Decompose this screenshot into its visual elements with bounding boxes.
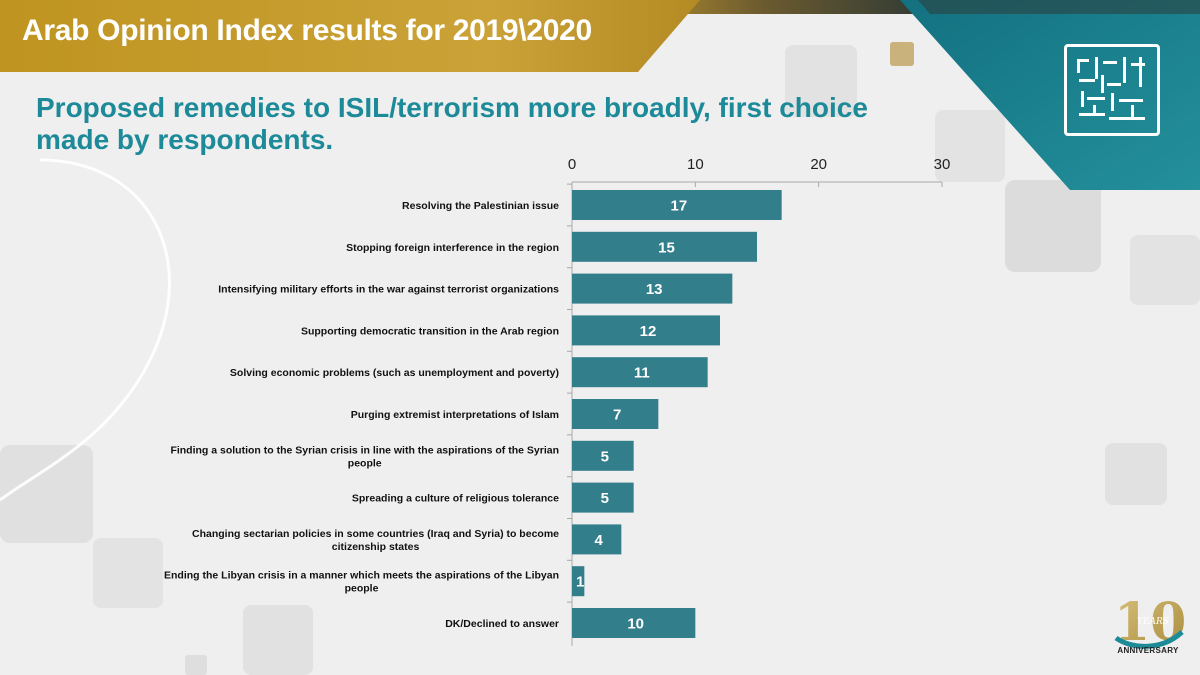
bar <box>572 608 696 638</box>
data-label: 17 <box>670 198 687 215</box>
x-tick-label: 20 <box>810 156 827 173</box>
header-banner <box>0 0 700 72</box>
bg-square <box>1130 235 1200 305</box>
data-label: 12 <box>640 323 657 340</box>
data-label: 11 <box>634 365 650 382</box>
category-label: people <box>345 583 379 595</box>
bar <box>572 357 708 388</box>
category-label: people <box>348 457 382 469</box>
logo-glyph-icon <box>1077 57 1145 120</box>
bg-curve <box>0 158 171 502</box>
anniversary-badge-icon: 10 <box>1114 592 1186 653</box>
bg-square <box>1105 443 1167 505</box>
bar <box>572 482 634 513</box>
bar <box>572 315 720 346</box>
banner-title: Arab Opinion Index results for 2019\2020 <box>22 14 592 47</box>
bar <box>572 566 585 597</box>
x-tick-label: 0 <box>568 156 576 173</box>
data-label: 13 <box>646 281 663 298</box>
bar <box>572 399 659 429</box>
x-tick-label: 30 <box>934 156 951 173</box>
bar <box>572 524 622 555</box>
category-label: Solving economic problems (such as unemp… <box>230 367 559 379</box>
category-label: Ending the Libyan crisis in a manner whi… <box>164 570 559 582</box>
x-tick-label: 10 <box>687 156 704 173</box>
bar <box>572 440 634 471</box>
data-label: 15 <box>658 239 675 256</box>
category-label: Stopping foreign interference in the reg… <box>346 242 559 254</box>
data-label: 1 <box>576 574 584 591</box>
bar <box>572 231 757 262</box>
data-label: 5 <box>601 448 609 465</box>
logo-corner <box>900 0 1200 190</box>
bg-square <box>1005 180 1101 272</box>
bg-square <box>93 538 163 608</box>
category-label: Resolving the Palestinian issue <box>402 200 559 212</box>
category-label: Changing sectarian policies in some coun… <box>192 528 559 540</box>
bg-square <box>0 445 93 543</box>
bg-square <box>243 605 313 675</box>
bar <box>572 273 733 304</box>
category-label: DK/Declined to answer <box>445 618 559 630</box>
anniversary-label: ANNIVERSARY <box>1117 646 1179 655</box>
category-label: Intensifying military efforts in the war… <box>218 284 559 296</box>
chart-title: Proposed remedies to ISIL/terrorism more… <box>36 92 868 155</box>
anniversary-years-text: YEARS <box>1137 617 1169 627</box>
category-label: citizenship states <box>332 541 420 553</box>
bg-square <box>935 110 1005 182</box>
category-label: Finding a solution to the Syrian crisis … <box>170 444 559 456</box>
data-label: 4 <box>594 532 603 549</box>
bg-square <box>785 45 857 117</box>
category-label: Supporting democratic transition in the … <box>301 325 559 337</box>
category-label: Purging extremist interpretations of Isl… <box>351 409 559 421</box>
data-label: 5 <box>601 490 609 507</box>
bg-square <box>185 655 207 675</box>
data-label: 7 <box>613 407 621 424</box>
logo <box>1064 44 1160 136</box>
data-label: 10 <box>627 616 644 633</box>
bg-square <box>890 42 914 66</box>
category-label: Spreading a culture of religious toleran… <box>352 493 559 505</box>
bar <box>572 190 782 220</box>
